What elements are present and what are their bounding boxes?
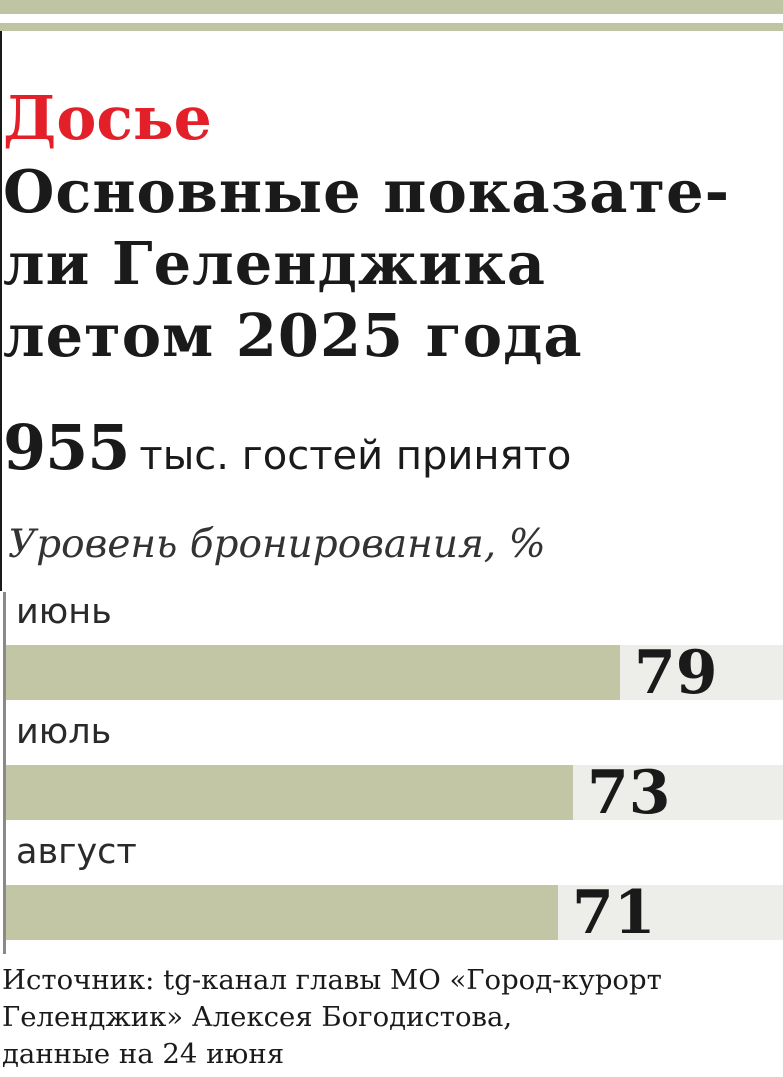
source-note: Источник: tg-канал главы МО «Город-курор… bbox=[2, 962, 783, 1073]
bar bbox=[6, 885, 558, 940]
headline-line-2: ли Геленджика bbox=[3, 228, 783, 300]
bar-track bbox=[6, 885, 783, 940]
top-decorative-band bbox=[0, 0, 783, 14]
bar-category-label: июнь bbox=[16, 590, 112, 634]
bar-row: июнь 79 bbox=[0, 590, 783, 710]
bar bbox=[6, 765, 573, 820]
headline: Основные показате- ли Геленджика летом 2… bbox=[3, 156, 783, 372]
guests-stat-value: 955 bbox=[3, 411, 129, 484]
bar-category-label: июль bbox=[16, 710, 111, 754]
left-border-rule bbox=[0, 31, 2, 591]
source-line-1: Источник: tg-канал главы МО «Город-курор… bbox=[2, 962, 783, 999]
bar-value-label: 73 bbox=[587, 758, 671, 828]
booking-bar-chart: июнь 79 июль 73 август 71 bbox=[0, 590, 783, 950]
bar bbox=[6, 645, 620, 700]
bar-row: август 71 bbox=[0, 830, 783, 950]
guests-stat-text: тыс. гостей принято bbox=[139, 433, 571, 479]
bar-row: июль 73 bbox=[0, 710, 783, 830]
headline-line-1: Основные показате- bbox=[3, 156, 783, 228]
guests-stat: 955 тыс. гостей принято bbox=[3, 408, 571, 496]
headline-line-3: летом 2025 года bbox=[3, 300, 783, 372]
source-line-2: Геленджик» Алексея Богодистова, bbox=[2, 999, 783, 1036]
rubric-label: Досье bbox=[3, 84, 212, 154]
bar-value-label: 71 bbox=[572, 878, 656, 948]
chart-title: Уровень бронирования, % bbox=[8, 515, 546, 575]
bar-value-label: 79 bbox=[634, 638, 718, 708]
source-line-3: данные на 24 июня bbox=[2, 1036, 783, 1073]
bar-category-label: август bbox=[16, 830, 137, 874]
top-decorative-line bbox=[0, 23, 783, 31]
